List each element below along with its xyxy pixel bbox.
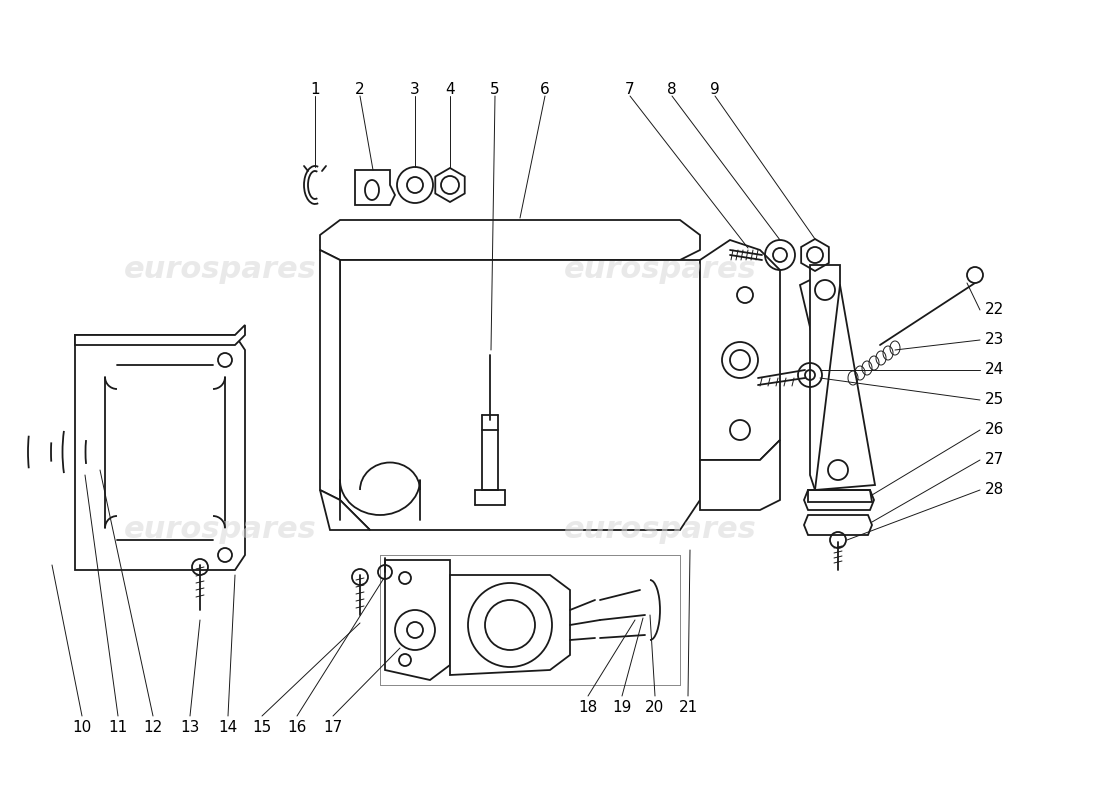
- Text: 27: 27: [984, 453, 1004, 467]
- Text: 8: 8: [668, 82, 676, 97]
- Polygon shape: [385, 560, 450, 680]
- Text: 4: 4: [446, 82, 454, 97]
- Text: 5: 5: [491, 82, 499, 97]
- Text: 11: 11: [109, 720, 128, 735]
- Polygon shape: [320, 220, 700, 260]
- Text: 7: 7: [625, 82, 635, 97]
- Polygon shape: [450, 575, 570, 675]
- Text: 23: 23: [984, 333, 1004, 347]
- Text: 10: 10: [73, 720, 91, 735]
- Text: 13: 13: [180, 720, 200, 735]
- Text: 19: 19: [613, 700, 631, 715]
- Text: eurospares: eurospares: [563, 255, 757, 285]
- Text: eurospares: eurospares: [123, 515, 317, 545]
- Text: 16: 16: [287, 720, 307, 735]
- Text: 17: 17: [323, 720, 342, 735]
- Polygon shape: [320, 490, 370, 530]
- Text: eurospares: eurospares: [563, 515, 757, 545]
- Text: 18: 18: [579, 700, 597, 715]
- Text: 12: 12: [143, 720, 163, 735]
- Text: 6: 6: [540, 82, 550, 97]
- Text: 9: 9: [711, 82, 719, 97]
- Polygon shape: [340, 260, 700, 530]
- Text: 28: 28: [984, 482, 1004, 498]
- Text: 2: 2: [355, 82, 365, 97]
- Text: 3: 3: [410, 82, 420, 97]
- Polygon shape: [700, 440, 780, 510]
- Polygon shape: [75, 335, 245, 570]
- Text: 14: 14: [219, 720, 238, 735]
- Text: 21: 21: [679, 700, 697, 715]
- Text: 24: 24: [984, 362, 1004, 378]
- Text: 1: 1: [310, 82, 320, 97]
- Text: 26: 26: [984, 422, 1004, 438]
- Polygon shape: [810, 265, 875, 490]
- Text: 22: 22: [984, 302, 1004, 318]
- Text: 15: 15: [252, 720, 272, 735]
- Text: 25: 25: [984, 393, 1004, 407]
- Text: 20: 20: [646, 700, 664, 715]
- Text: eurospares: eurospares: [123, 255, 317, 285]
- Polygon shape: [700, 240, 780, 460]
- Polygon shape: [75, 325, 245, 345]
- Circle shape: [967, 267, 983, 283]
- Polygon shape: [800, 270, 870, 480]
- Polygon shape: [320, 250, 340, 500]
- Polygon shape: [808, 490, 872, 502]
